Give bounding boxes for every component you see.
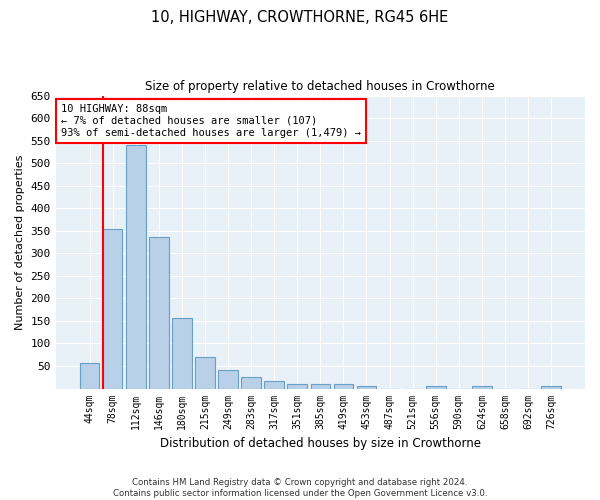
Bar: [195, 357, 215, 388]
Bar: [149, 237, 169, 388]
Text: 10 HIGHWAY: 88sqm
← 7% of detached houses are smaller (107)
93% of semi-detached: 10 HIGHWAY: 88sqm ← 7% of detached house…: [61, 104, 361, 138]
X-axis label: Distribution of detached houses by size in Crowthorne: Distribution of detached houses by size …: [160, 437, 481, 450]
Bar: [356, 386, 376, 388]
Text: 10, HIGHWAY, CROWTHORNE, RG45 6HE: 10, HIGHWAY, CROWTHORNE, RG45 6HE: [151, 10, 449, 25]
Bar: [172, 318, 191, 388]
Bar: [126, 145, 146, 388]
Bar: [311, 384, 330, 388]
Bar: [241, 378, 261, 388]
Bar: [426, 386, 446, 388]
Bar: [218, 370, 238, 388]
Bar: [80, 363, 100, 388]
Bar: [334, 384, 353, 388]
Bar: [287, 384, 307, 388]
Bar: [472, 386, 492, 388]
Bar: [541, 386, 561, 388]
Y-axis label: Number of detached properties: Number of detached properties: [15, 154, 25, 330]
Bar: [265, 382, 284, 388]
Bar: [103, 230, 122, 388]
Title: Size of property relative to detached houses in Crowthorne: Size of property relative to detached ho…: [145, 80, 495, 93]
Text: Contains HM Land Registry data © Crown copyright and database right 2024.
Contai: Contains HM Land Registry data © Crown c…: [113, 478, 487, 498]
